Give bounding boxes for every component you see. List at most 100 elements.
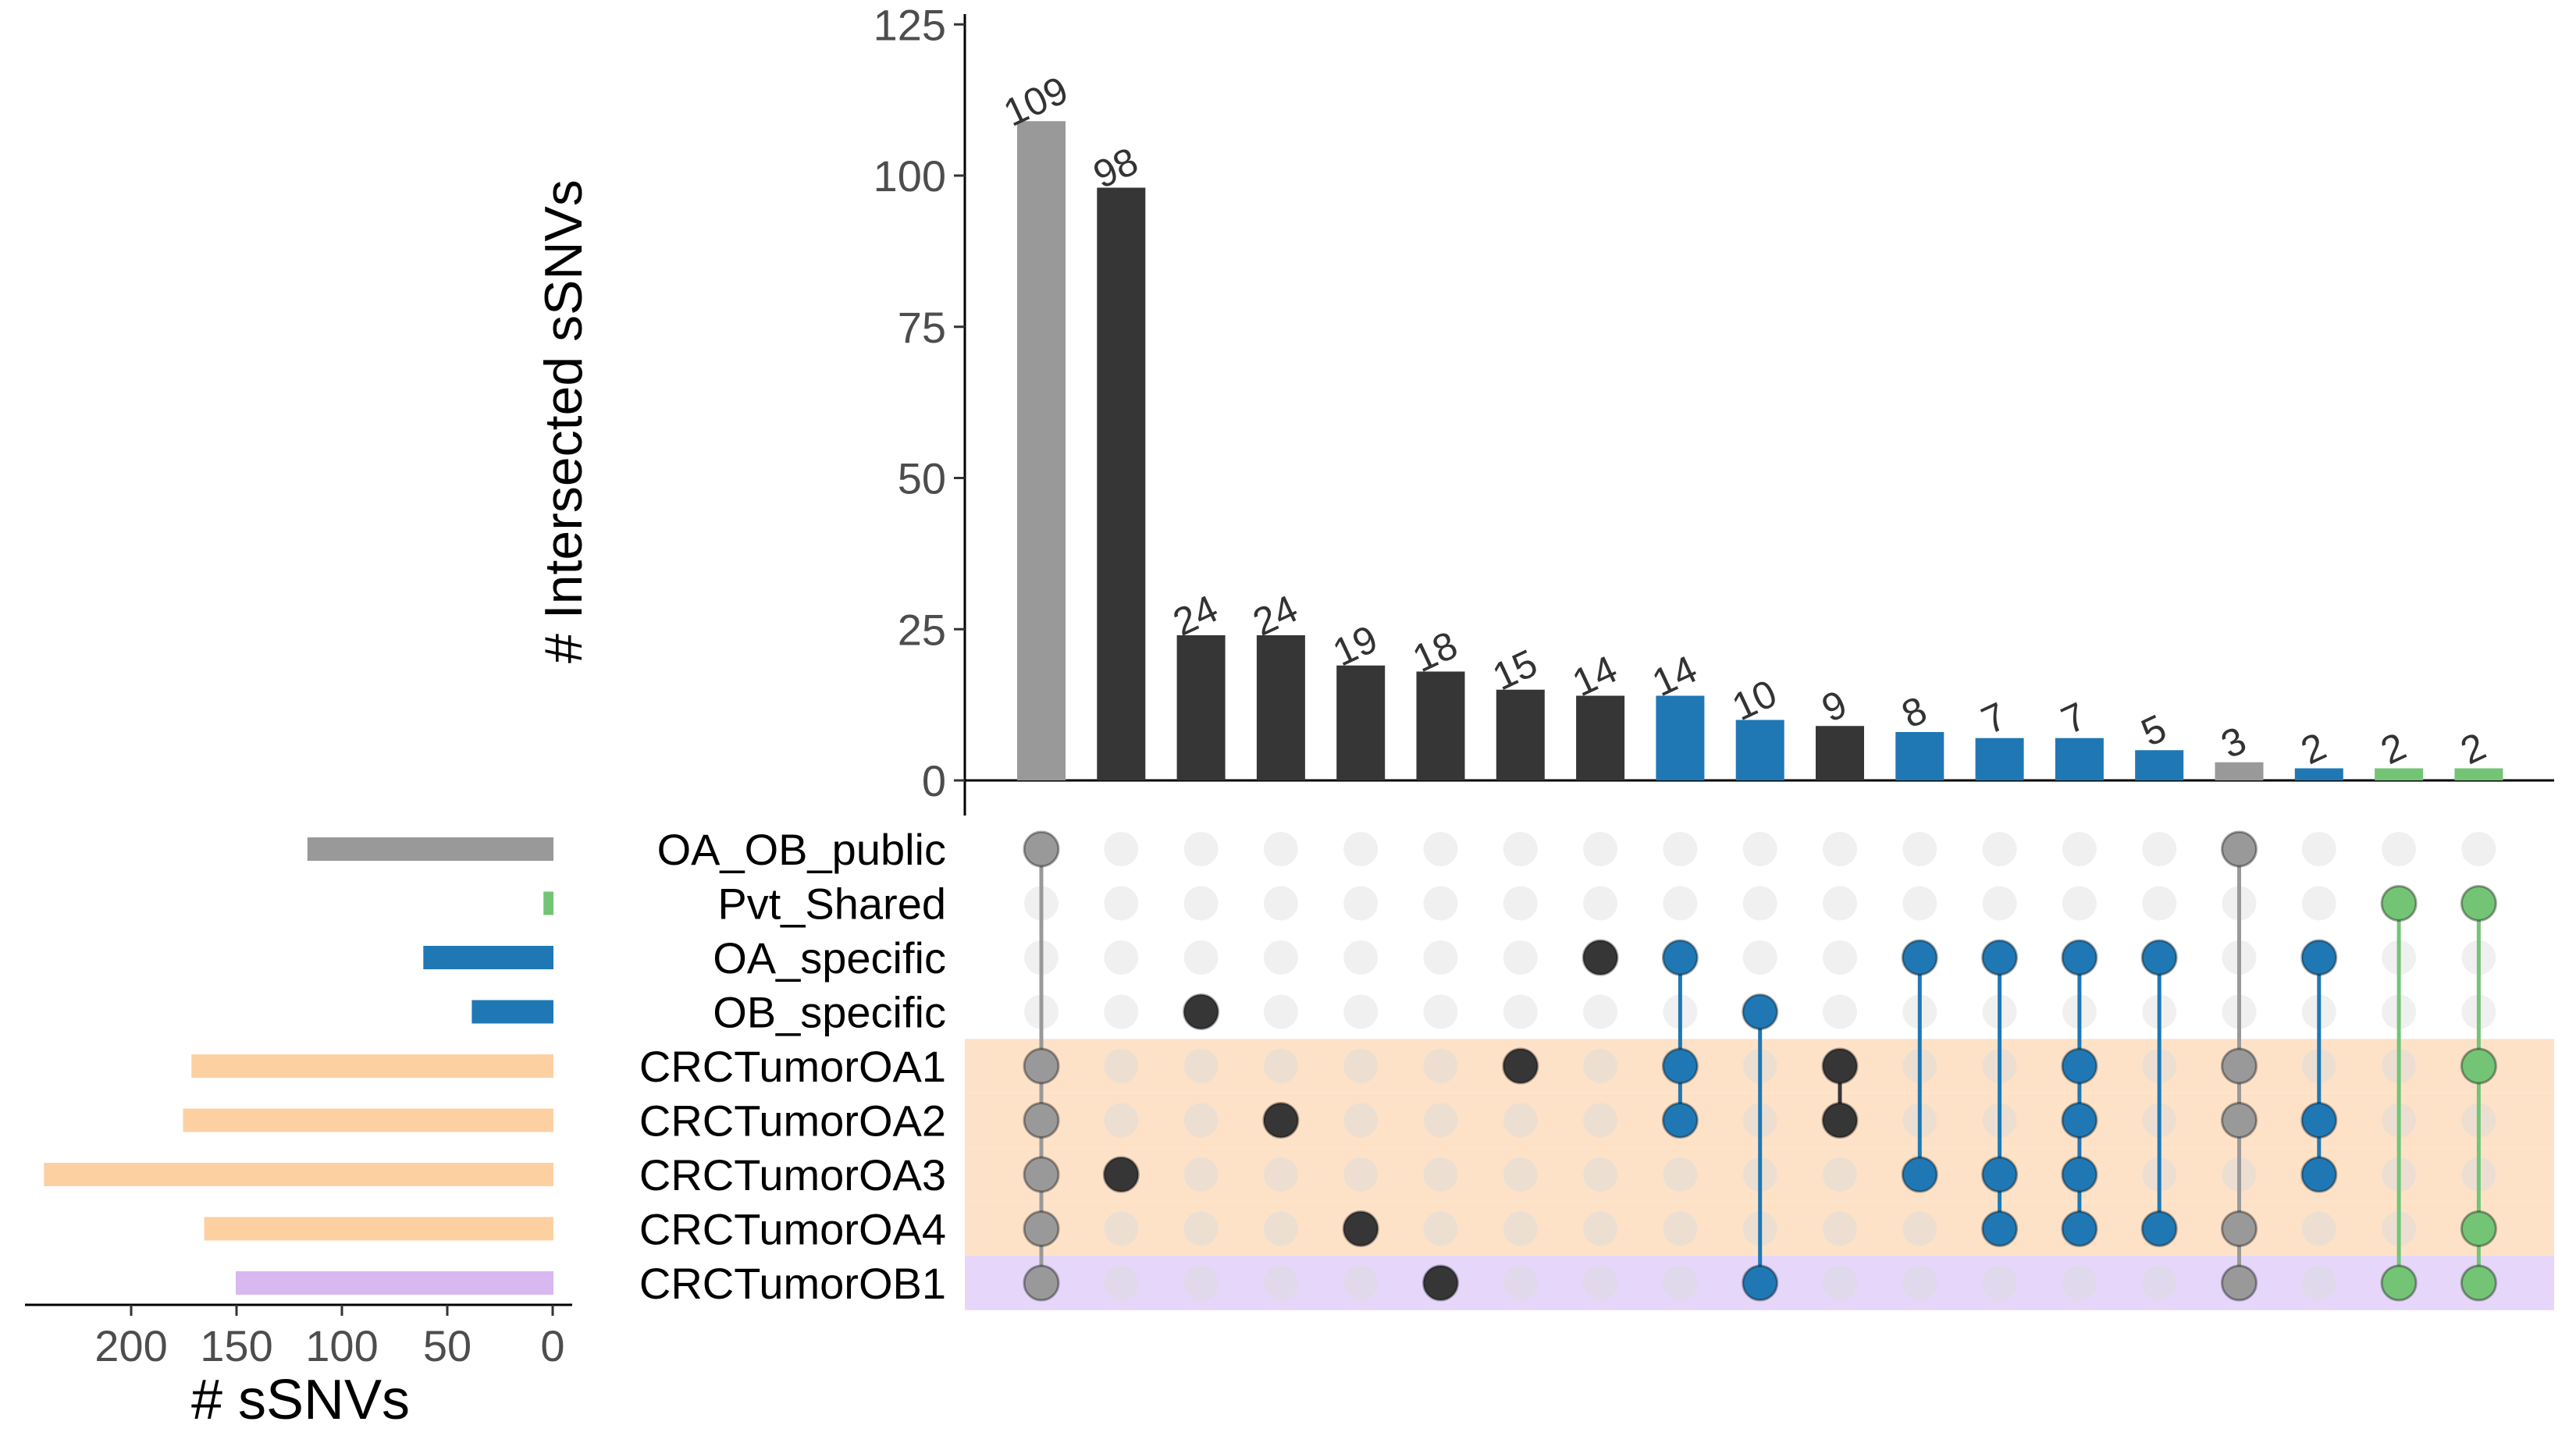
- empty-dot: [1503, 1157, 1538, 1192]
- intersection-bar: [2294, 768, 2343, 780]
- empty-dot: [1104, 940, 1139, 975]
- membership-dot: [2380, 1264, 2418, 1302]
- set-size-tick-label: 200: [94, 1321, 167, 1370]
- membership-dot: [1023, 830, 1060, 868]
- set-size-bar-OB_specific: [471, 1000, 554, 1024]
- empty-dot: [1503, 1266, 1538, 1300]
- empty-dot: [1823, 940, 1857, 975]
- empty-dot: [1183, 1266, 1219, 1300]
- empty-dot: [1263, 1157, 1298, 1192]
- membership-dot: [1901, 1156, 1938, 1193]
- membership-dot: [1102, 1156, 1140, 1193]
- empty-dot: [1343, 832, 1379, 866]
- empty-dot: [1503, 832, 1538, 866]
- membership-dot: [2221, 1264, 2258, 1302]
- empty-dot: [2301, 886, 2336, 921]
- set-size-bar-CRCTumorOA2: [183, 1108, 553, 1132]
- empty-dot: [1183, 940, 1219, 975]
- empty-dot: [1183, 1049, 1219, 1083]
- empty-dot: [2062, 886, 2097, 921]
- empty-dot: [1823, 832, 1857, 866]
- empty-dot: [1263, 1211, 1298, 1246]
- membership-dot: [2140, 939, 2178, 976]
- empty-dot: [1503, 1103, 1538, 1138]
- membership-dot: [2221, 830, 2258, 868]
- set-size-bar-CRCTumorOA1: [191, 1054, 554, 1078]
- empty-dot: [1263, 940, 1298, 975]
- empty-dot: [1104, 1266, 1139, 1300]
- membership-dot: [2221, 1210, 2258, 1247]
- empty-dot: [1823, 994, 1857, 1029]
- empty-dot: [1343, 994, 1379, 1029]
- membership-dot: [1661, 1102, 1699, 1139]
- empty-dot: [1263, 832, 1298, 866]
- empty-dot: [1343, 1266, 1379, 1300]
- y-tick-label: 75: [898, 303, 946, 352]
- empty-dot: [1742, 886, 1777, 921]
- membership-dot: [2061, 1210, 2098, 1247]
- y-tick-label: 125: [873, 0, 946, 49]
- intersection-bar: [1656, 695, 1705, 780]
- membership-dot: [1342, 1210, 1379, 1247]
- membership-dot: [1502, 1047, 1539, 1085]
- membership-dot: [2221, 1047, 2258, 1085]
- empty-dot: [1423, 1103, 1458, 1138]
- empty-dot: [1583, 1211, 1618, 1246]
- intersection-bar: [1176, 635, 1226, 780]
- intersection-bar: [1576, 695, 1625, 780]
- membership-dot: [1023, 1264, 1060, 1302]
- membership-dot: [1981, 1210, 2019, 1247]
- membership-dot: [1742, 1264, 1779, 1302]
- membership-dot: [2300, 1156, 2338, 1193]
- empty-dot: [2461, 832, 2496, 866]
- empty-dot: [1663, 1157, 1698, 1192]
- empty-dot: [1503, 940, 1538, 975]
- membership-dot: [2061, 1102, 2098, 1139]
- empty-dot: [1583, 1103, 1618, 1138]
- membership-dot: [2460, 1264, 2497, 1302]
- intersection-bar: [2135, 750, 2184, 780]
- empty-dot: [2142, 886, 2177, 921]
- empty-dot: [2301, 1211, 2336, 1246]
- intersection-bar: [2375, 768, 2424, 780]
- empty-dot: [1663, 1211, 1698, 1246]
- membership-dot: [1023, 1047, 1060, 1085]
- empty-dot: [1104, 832, 1139, 866]
- membership-dot: [1742, 993, 1779, 1030]
- empty-dot: [2142, 832, 2177, 866]
- set-size-tick-label: 100: [305, 1321, 378, 1370]
- empty-dot: [1982, 832, 2017, 866]
- set-label-OB_specific: OB_specific: [713, 988, 946, 1037]
- set-size-axis: 200 150 100 50 0: [25, 1303, 572, 1370]
- empty-dot: [1183, 1211, 1219, 1246]
- empty-dot: [1742, 940, 1777, 975]
- empty-dot: [1902, 1266, 1937, 1300]
- y-axis-title: # Intersected sSNVs: [534, 179, 593, 663]
- membership-dot: [2061, 1047, 2098, 1085]
- y-tick-label: 0: [922, 756, 946, 805]
- intersection-bar: [2055, 737, 2104, 780]
- membership-dot: [1661, 939, 1699, 976]
- membership-dot: [1582, 939, 1619, 976]
- empty-dot: [1742, 832, 1777, 866]
- empty-dot: [2382, 832, 2417, 866]
- empty-dot: [1423, 1211, 1458, 1246]
- empty-dot: [1343, 1157, 1379, 1192]
- intersection-bar: [1735, 720, 1784, 780]
- empty-dot: [1583, 1157, 1618, 1192]
- membership-dot: [1023, 1102, 1060, 1139]
- intersection-bar: [1017, 121, 1066, 780]
- empty-dot: [1663, 886, 1698, 921]
- intersection-bar: [1975, 737, 2024, 780]
- empty-dot: [1423, 1157, 1458, 1192]
- empty-dot: [2301, 1266, 2336, 1300]
- intersection-bar: [1256, 635, 1305, 780]
- x-axis-title: # sSNVs: [191, 1369, 410, 1431]
- empty-dot: [1663, 832, 1698, 866]
- membership-dot: [1661, 1047, 1699, 1085]
- set-label-CRCTumorOA3: CRCTumorOA3: [639, 1150, 946, 1199]
- empty-dot: [1104, 1103, 1139, 1138]
- set-label-CRCTumorOA1: CRCTumorOA1: [639, 1042, 946, 1091]
- empty-dot: [1263, 994, 1298, 1029]
- intersection-matrix: [1023, 830, 2497, 1302]
